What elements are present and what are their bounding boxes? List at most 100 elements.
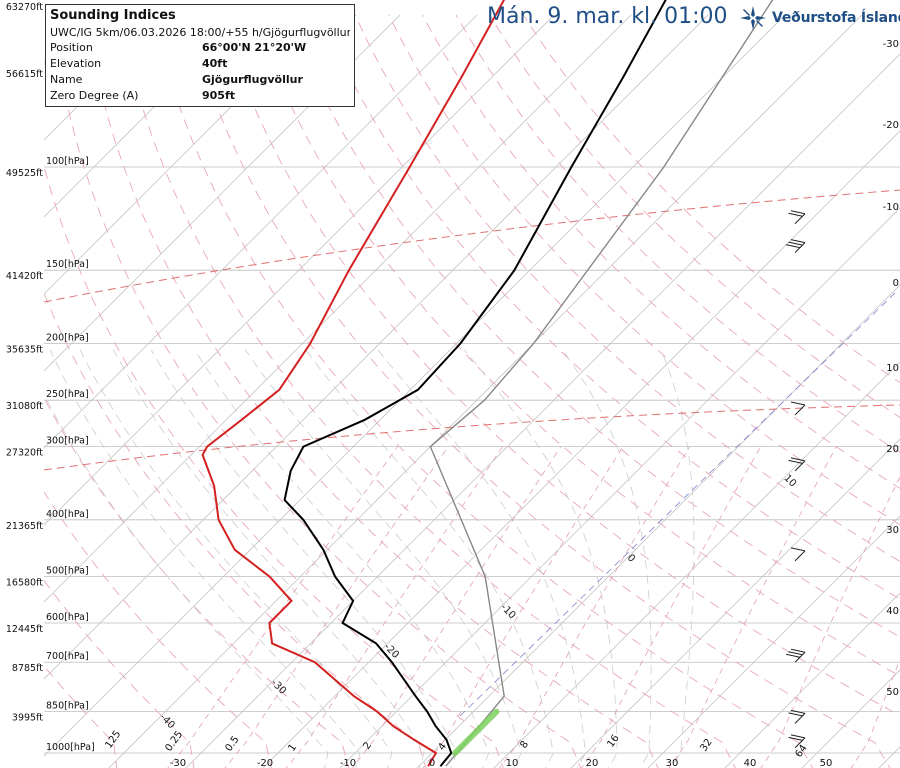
dry-adiabat xyxy=(489,14,900,418)
altitude-label: 49525ft xyxy=(6,168,43,179)
dry-adiabat xyxy=(354,14,900,563)
sounding-indices-box: Sounding Indices UWC/IG 5km/06.03.2026 1… xyxy=(45,4,355,107)
chart-series xyxy=(201,0,806,767)
isotherm-line xyxy=(44,14,786,757)
dry-adiabat xyxy=(388,14,900,526)
isotherm-line xyxy=(108,14,863,768)
right-temp-label: -20 xyxy=(883,120,899,131)
info-row-position: Position 66°00'N 21°20'W xyxy=(50,40,350,56)
mixing-ratio-line xyxy=(499,446,690,768)
isotherm-label: -10 xyxy=(498,602,517,621)
chart-grid xyxy=(44,14,900,768)
altitude-label: 41420ft xyxy=(6,271,43,282)
wind-barb xyxy=(785,239,806,253)
wind-barb-flag xyxy=(790,457,806,462)
wind-barb-flag xyxy=(790,401,806,406)
wind-barb xyxy=(790,401,806,416)
mixing-ratio-label: 4 xyxy=(436,741,449,753)
isotherm-line xyxy=(724,592,900,768)
isotherm-line xyxy=(185,53,900,768)
moist-adiabat xyxy=(463,349,618,768)
valid-time-title: Mán. 9. mar. kl. 01:00 xyxy=(487,4,728,29)
info-value: Gjögurflugvöllur xyxy=(202,73,303,86)
wind-barb-staff xyxy=(794,737,806,749)
pressure-label: 400[hPa] xyxy=(46,509,89,520)
wind-barb xyxy=(785,648,806,663)
info-key: Name xyxy=(50,73,83,86)
dry-adiabat xyxy=(44,579,195,768)
pressure-label: 300[hPa] xyxy=(46,436,89,447)
isotherm-line xyxy=(339,207,900,768)
dry-adiabat xyxy=(321,14,900,600)
info-value: 40ft xyxy=(202,57,228,70)
moist-adiabat xyxy=(44,393,329,768)
isotherm-line xyxy=(44,14,324,295)
temperature-line xyxy=(283,0,667,767)
bottom-temp-label: 10 xyxy=(506,758,519,768)
pressure-label: 200[hPa] xyxy=(46,332,89,343)
wind-barb xyxy=(790,547,806,562)
wind-barb-staff xyxy=(794,213,806,225)
wind-barb-flag xyxy=(788,736,803,741)
moist-adiabat xyxy=(562,349,652,768)
lcl-dashed-line xyxy=(459,289,899,717)
mixing-ratio-label: 8 xyxy=(518,739,531,751)
mixing-ratio-line xyxy=(224,446,449,768)
info-key: Position xyxy=(50,41,93,54)
info-key: Elevation xyxy=(50,57,102,70)
info-row-zero-degree: Zero Degree (A) 905ft xyxy=(50,88,350,104)
moist-adiabat xyxy=(112,349,425,768)
pressure-label: 1000[hPa] xyxy=(46,742,95,753)
mixing-ratio-line xyxy=(167,446,398,768)
reference-dashed-line xyxy=(44,189,900,303)
mixing-ratio-label: 1 xyxy=(286,742,299,754)
wind-barb-flag xyxy=(785,653,801,658)
mixing-ratio-line xyxy=(351,446,562,768)
right-temp-label: 10 xyxy=(886,363,899,374)
isotherm-line xyxy=(262,130,900,768)
dry-adiabat xyxy=(421,14,900,489)
isotherm-line xyxy=(570,438,900,768)
moist-adiabat xyxy=(79,349,393,768)
right-temp-label: -30 xyxy=(883,39,899,50)
dry-adiabat xyxy=(186,14,891,768)
moist-adiabat xyxy=(194,349,490,768)
bottom-temp-label: 0 xyxy=(429,758,435,768)
isotherm-line xyxy=(44,14,478,449)
info-row-elevation: Elevation 40ft xyxy=(50,56,350,72)
wind-barb-flag xyxy=(790,239,806,244)
pressure-label: 150[hPa] xyxy=(46,259,89,270)
dry-adiabat xyxy=(253,14,900,677)
mixing-ratio-line xyxy=(760,476,900,768)
mixing-ratio-label: 2 xyxy=(361,740,374,752)
mixing-ratio-line xyxy=(285,446,504,768)
bottom-temp-label: 30 xyxy=(666,758,679,768)
dry-adiabat xyxy=(85,14,659,768)
wind-barb-flag xyxy=(788,651,803,656)
mixing-ratio-label: 125 xyxy=(103,729,123,751)
brand-name: Veðurstofa Íslands xyxy=(772,10,900,26)
dry-adiabat xyxy=(287,14,900,638)
moist-adiabat xyxy=(49,349,361,768)
chart-labels: 100[hPa]49525ft 150[hPa]41420ft 200[hPa]35… xyxy=(6,2,899,768)
right-temp-label: 20 xyxy=(886,444,899,455)
mixing-ratio-label: 0.25 xyxy=(163,729,185,754)
wind-barb-flag xyxy=(788,712,803,717)
bottom-temp-label: 20 xyxy=(586,758,599,768)
wind-barb-staff xyxy=(794,712,806,724)
info-run: UWC/IG 5km/06.03.2026 18:00/+55 h/Gjögur… xyxy=(50,26,350,39)
wind-barb-flag xyxy=(788,459,803,464)
info-title: Sounding Indices xyxy=(50,8,176,23)
wind-barb-flag xyxy=(785,244,801,249)
right-temp-label: 30 xyxy=(886,525,899,536)
dewpoint-line xyxy=(201,0,506,767)
isotherm-line xyxy=(44,14,401,372)
altitude-label: 63270ft xyxy=(6,2,43,13)
mixing-ratio-label: 32 xyxy=(698,737,714,754)
right-temp-label: 0 xyxy=(893,278,899,289)
dry-adiabat xyxy=(52,14,582,768)
parcel-line xyxy=(429,0,774,767)
altitude-label: 31080ft xyxy=(6,401,43,412)
dry-adiabat xyxy=(522,14,900,384)
